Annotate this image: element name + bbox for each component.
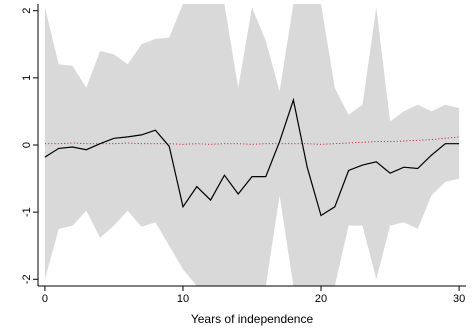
y-tick-label: 0 — [21, 142, 33, 148]
y-tick-label: 1 — [21, 75, 33, 81]
x-tick-label: 0 — [42, 293, 48, 305]
y-tick-label: -2 — [21, 274, 33, 284]
estimate-series — [44, 97, 460, 217]
x-axis-title: Years of independence — [191, 312, 314, 326]
band-area — [44, 4, 460, 286]
estimate-line — [44, 97, 460, 217]
x-tick-label: 20 — [315, 293, 327, 305]
x-tick-label: 10 — [177, 293, 189, 305]
axes — [33, 4, 466, 291]
confidence-band — [44, 4, 460, 286]
tick-labels: 210-1-20 10 20 30 — [21, 8, 465, 305]
y-tick-label: -1 — [21, 207, 33, 217]
y-tick-label: 2 — [21, 8, 33, 14]
x-tick-label: 30 — [453, 293, 465, 305]
